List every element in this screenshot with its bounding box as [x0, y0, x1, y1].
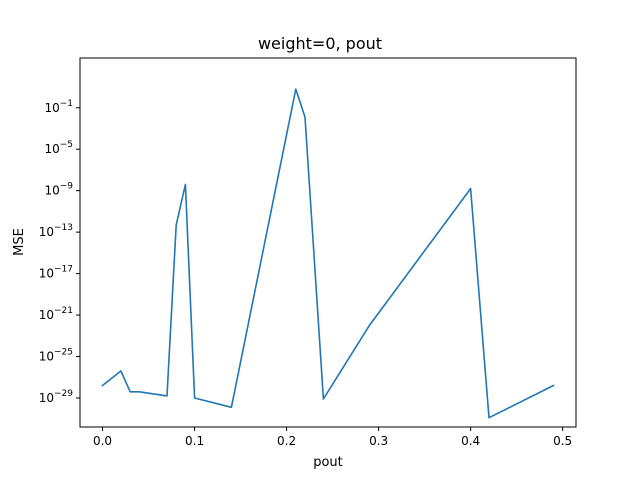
- x-tick-label: 0.5: [553, 434, 572, 448]
- series-line: [101, 88, 555, 419]
- y-tick-label: 10−17: [39, 265, 73, 281]
- y-tick-label: 10−25: [39, 348, 73, 364]
- x-tick-label: 0.1: [185, 434, 204, 448]
- x-axis-label: pout: [313, 455, 343, 470]
- y-axis-label: MSE: [12, 228, 27, 256]
- plot-area: [101, 88, 555, 419]
- y-tick-label: 10−29: [39, 389, 74, 405]
- y-tick-label: 10−21: [39, 306, 73, 322]
- chart-title: weight=0, pout: [258, 34, 382, 53]
- y-tick-label: 10−9: [44, 182, 73, 198]
- x-axis: 0.0 0.1 0.2 0.3 0.4 0.5: [93, 427, 572, 448]
- x-tick-label: 0.0: [93, 434, 112, 448]
- y-tick-label: 10−5: [44, 140, 73, 156]
- plot-frame: [79, 57, 577, 428]
- x-tick-label: 0.3: [369, 434, 388, 448]
- y-axis: 10−1 10−5 10−9 10−13 10−17 10−21 10−25 10−29: [39, 99, 80, 405]
- x-tick-label: 0.4: [461, 434, 480, 448]
- y-tick-label: 10−1: [44, 99, 73, 115]
- y-tick-label: 10−13: [39, 223, 73, 239]
- x-tick-label: 0.2: [277, 434, 296, 448]
